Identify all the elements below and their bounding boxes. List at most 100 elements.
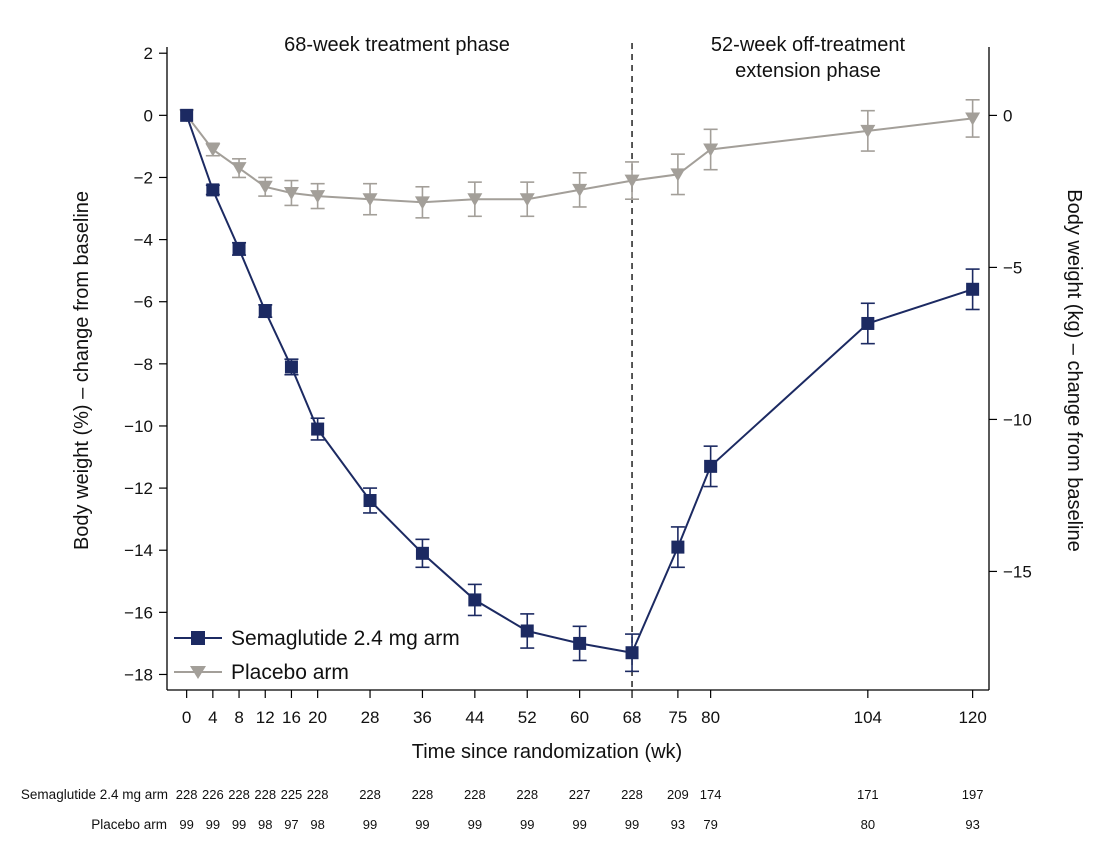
- data-point: [624, 174, 640, 188]
- left-tick-label: −12: [124, 479, 153, 498]
- nrisk-value: 79: [703, 817, 717, 832]
- data-point: [860, 124, 876, 138]
- left-tick-label: −6: [134, 293, 153, 312]
- series-line: [185, 114, 973, 654]
- nrisk-value: 98: [258, 817, 272, 832]
- data-point: [965, 112, 981, 126]
- nrisk-value: 99: [520, 817, 534, 832]
- phase-labels: 68-week treatment phase 52-week off-treat…: [284, 34, 905, 82]
- data-point: [704, 459, 718, 473]
- nrisk-value: 209: [667, 787, 689, 802]
- nrisk-value: 98: [310, 817, 324, 832]
- x-tick-label: 20: [308, 708, 327, 727]
- nrisk-value: 99: [179, 817, 193, 832]
- x-tick-label: 75: [668, 708, 687, 727]
- x-tick-label: 0: [182, 708, 191, 727]
- nrisk-value: 171: [857, 787, 879, 802]
- phase-label-treatment: 68-week treatment phase: [284, 34, 510, 56]
- nrisk-value: 228: [254, 787, 276, 802]
- nrisk-value: 228: [176, 787, 198, 802]
- data-point: [205, 143, 221, 157]
- data-point: [703, 143, 719, 157]
- nrisk-value: 228: [621, 787, 643, 802]
- nrisk-value: 228: [516, 787, 538, 802]
- nrisk-value: 99: [468, 817, 482, 832]
- nrisk-value: 99: [572, 817, 586, 832]
- data-point: [519, 193, 535, 207]
- right-tick-label: 0: [1003, 106, 1012, 125]
- nrisk-value: 99: [625, 817, 639, 832]
- x-tick-label: 80: [701, 708, 720, 727]
- data-point: [283, 186, 299, 200]
- x-tick-label: 104: [854, 708, 882, 727]
- left-tick-label: −8: [134, 355, 153, 374]
- left-tick-label: 0: [144, 106, 153, 125]
- data-point: [670, 168, 686, 182]
- nrisk-value: 80: [861, 817, 875, 832]
- x-tick-label: 28: [361, 708, 380, 727]
- x-tick-label: 44: [465, 708, 484, 727]
- left-tick-label: −2: [134, 168, 153, 187]
- left-tick-label: −18: [124, 665, 153, 684]
- nrisk-value: 227: [569, 787, 591, 802]
- x-tick-label: 60: [570, 708, 589, 727]
- left-axis-title: Body weight (%) – change from baseline: [71, 191, 93, 550]
- data-point: [671, 540, 685, 554]
- data-point: [311, 422, 325, 436]
- series-line: [185, 114, 973, 204]
- number-at-risk-table: Semaglutide 2.4 mg arm 228 226 228 228 225 228…: [21, 787, 984, 832]
- data-point: [232, 242, 246, 256]
- nrisk-value: 93: [965, 817, 979, 832]
- series: [179, 99, 981, 673]
- phase-label-extension: 52-week off-treatment: [711, 34, 906, 56]
- nrisk-value: 197: [962, 787, 984, 802]
- legend: Semaglutide 2.4 mg arm Placebo arm: [174, 627, 460, 684]
- nrisk-row-label: Semaglutide 2.4 mg arm: [21, 787, 168, 802]
- legend-label: Semaglutide 2.4 mg arm: [231, 627, 460, 650]
- data-point: [468, 593, 482, 607]
- data-point: [257, 180, 273, 194]
- right-axis-title: Body weight (kg) – change from baseline: [1063, 189, 1085, 551]
- nrisk-value: 225: [281, 787, 303, 802]
- data-point: [258, 304, 272, 318]
- data-point: [467, 193, 483, 207]
- data-point: [520, 624, 534, 638]
- right-tick-label: −5: [1003, 258, 1022, 277]
- data-point: [625, 646, 639, 660]
- data-point: [180, 108, 194, 122]
- nrisk-value: 93: [671, 817, 685, 832]
- nrisk-value: 99: [206, 817, 220, 832]
- legend-marker: [190, 666, 206, 679]
- left-tick-label: 2: [144, 44, 153, 63]
- axes: 20−2−4−6−8−10−12−14−16−180−5−10−150 4 8 12 1…: [71, 43, 1085, 763]
- left-tick-label: −14: [124, 541, 153, 560]
- x-tick-label: 52: [518, 708, 537, 727]
- x-tick-label: 120: [958, 708, 986, 727]
- left-tick-label: −16: [124, 603, 153, 622]
- x-tick-label: 4: [208, 708, 217, 727]
- x-tick-label: 36: [413, 708, 432, 727]
- phase-label-extension: extension phase: [735, 60, 881, 82]
- nrisk-value: 99: [363, 817, 377, 832]
- data-point: [861, 316, 875, 330]
- right-tick-label: −10: [1003, 410, 1032, 429]
- nrisk-value: 99: [232, 817, 246, 832]
- right-tick-label: −15: [1003, 562, 1032, 581]
- data-point: [310, 190, 326, 204]
- data-point: [362, 193, 378, 207]
- data-point: [363, 494, 377, 508]
- data-point: [231, 162, 247, 176]
- nrisk-row-label: Placebo arm: [91, 817, 167, 832]
- data-point: [966, 282, 980, 296]
- nrisk-value: 228: [228, 787, 250, 802]
- x-tick-label: 12: [256, 708, 275, 727]
- nrisk-value: 228: [307, 787, 329, 802]
- x-axis-title: Time since randomization (wk): [412, 741, 682, 763]
- nrisk-value: 228: [359, 787, 381, 802]
- legend-marker: [191, 631, 205, 645]
- data-point: [284, 360, 298, 374]
- data-point: [415, 546, 429, 560]
- nrisk-value: 226: [202, 787, 224, 802]
- nrisk-value: 99: [415, 817, 429, 832]
- data-point: [206, 183, 220, 197]
